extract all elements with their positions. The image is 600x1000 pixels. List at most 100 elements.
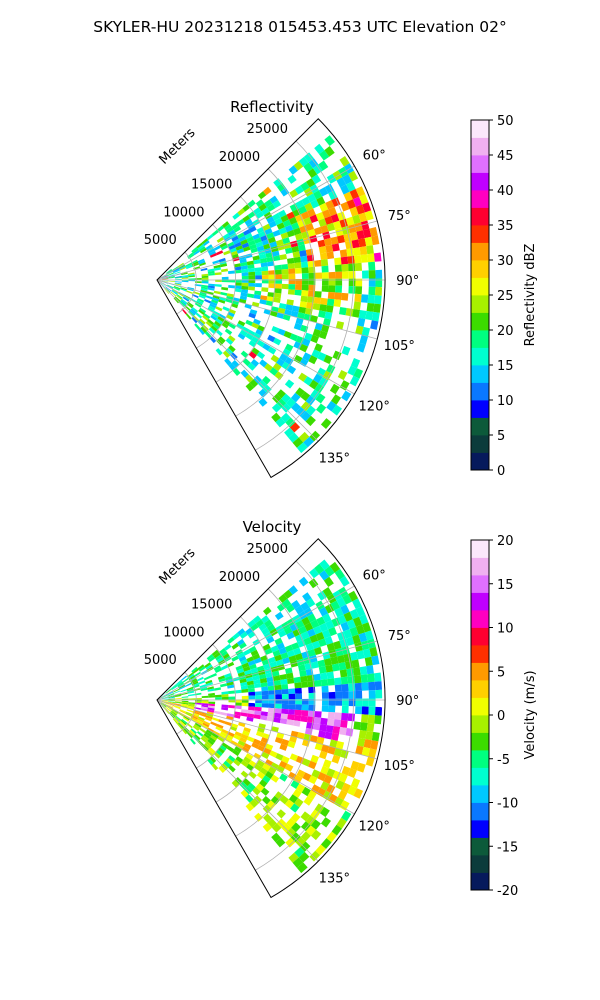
data-cell	[160, 703, 165, 709]
colorbar-tick-label: 45	[497, 149, 514, 164]
data-cell	[275, 703, 282, 709]
data-cell	[260, 654, 268, 662]
data-cell	[200, 736, 208, 743]
data-cell	[187, 704, 195, 707]
data-cell	[361, 746, 371, 757]
colorbar-swatch	[471, 365, 489, 383]
data-cell	[314, 711, 322, 718]
data-cell	[334, 677, 342, 686]
data-cell	[222, 306, 230, 312]
data-cell	[241, 662, 250, 669]
data-cell	[249, 663, 257, 670]
data-cell	[256, 226, 265, 234]
data-cell	[287, 771, 297, 781]
data-cell	[241, 275, 249, 280]
data-cell	[180, 299, 187, 306]
data-cell	[245, 802, 255, 812]
data-cell	[311, 661, 319, 669]
data-cell	[308, 760, 317, 770]
data-cell	[222, 350, 231, 358]
data-cell	[323, 354, 333, 365]
data-cell	[351, 659, 360, 669]
data-cell	[160, 282, 167, 288]
data-cell	[289, 189, 299, 198]
data-cell	[240, 292, 248, 297]
range-ring	[196, 644, 236, 769]
data-cell	[331, 732, 339, 741]
data-cell	[313, 373, 323, 384]
data-cell	[171, 710, 178, 715]
data-cell	[355, 698, 363, 707]
data-cell	[221, 691, 229, 695]
data-cell	[189, 729, 196, 736]
data-cell	[312, 723, 321, 731]
data-cell	[176, 679, 182, 685]
data-cell	[251, 347, 260, 356]
data-cell	[271, 832, 281, 843]
data-cell	[358, 310, 367, 319]
data-cell	[261, 694, 269, 700]
data-cell	[274, 737, 283, 744]
colorbar-swatch	[471, 400, 489, 418]
data-cell	[209, 756, 217, 764]
data-cell	[264, 228, 273, 235]
data-cell	[161, 278, 169, 280]
data-cell	[282, 314, 291, 321]
data-cell	[306, 178, 316, 188]
data-cell	[211, 717, 219, 722]
data-cell	[167, 691, 174, 696]
data-cell	[340, 676, 349, 685]
data-cell	[207, 268, 215, 272]
data-cell	[171, 685, 178, 690]
data-cell	[345, 728, 354, 737]
data-cell	[204, 662, 212, 668]
data-cell	[310, 735, 318, 743]
data-cell	[255, 328, 264, 336]
data-cell	[267, 346, 277, 355]
data-cell	[210, 325, 218, 332]
data-cell	[288, 432, 299, 443]
data-cell	[310, 809, 320, 820]
data-cell	[292, 789, 302, 798]
data-cell	[171, 289, 178, 295]
data-cell	[287, 740, 296, 749]
data-cell	[324, 146, 335, 157]
data-cell	[287, 709, 295, 715]
data-cell	[221, 322, 229, 329]
data-cell	[248, 771, 257, 779]
data-cell	[226, 745, 235, 753]
data-cell	[359, 194, 369, 205]
data-cell	[307, 208, 316, 218]
data-cell	[335, 227, 344, 237]
data-cell	[174, 695, 182, 698]
reflectivity-field	[160, 135, 383, 454]
data-cell	[203, 675, 211, 681]
data-cell	[245, 753, 254, 761]
data-cell	[247, 293, 255, 299]
data-cell	[242, 730, 250, 737]
reflectivity-panel: Reflectivity Meters 50001000015000200002…	[144, 98, 538, 479]
data-cell	[307, 649, 316, 657]
data-cell	[343, 191, 353, 202]
data-cell	[188, 273, 195, 277]
data-cell	[283, 330, 292, 339]
data-cell	[203, 733, 211, 739]
data-cell	[181, 275, 189, 277]
sector-outline	[156, 118, 386, 479]
data-cell	[361, 294, 369, 303]
data-cell	[308, 278, 316, 285]
data-cell	[256, 351, 266, 360]
data-cell	[222, 221, 230, 228]
data-cell	[186, 265, 193, 270]
data-cell	[284, 427, 295, 438]
data-cell	[362, 270, 369, 279]
data-cell	[341, 390, 352, 402]
data-cell	[181, 702, 189, 705]
data-cell	[288, 688, 296, 694]
data-cell	[295, 317, 304, 325]
data-cell	[265, 252, 273, 258]
range-ring	[255, 560, 354, 871]
colorbar-tick-label: 40	[497, 184, 514, 199]
data-cell	[367, 714, 375, 724]
data-cell	[168, 698, 176, 700]
